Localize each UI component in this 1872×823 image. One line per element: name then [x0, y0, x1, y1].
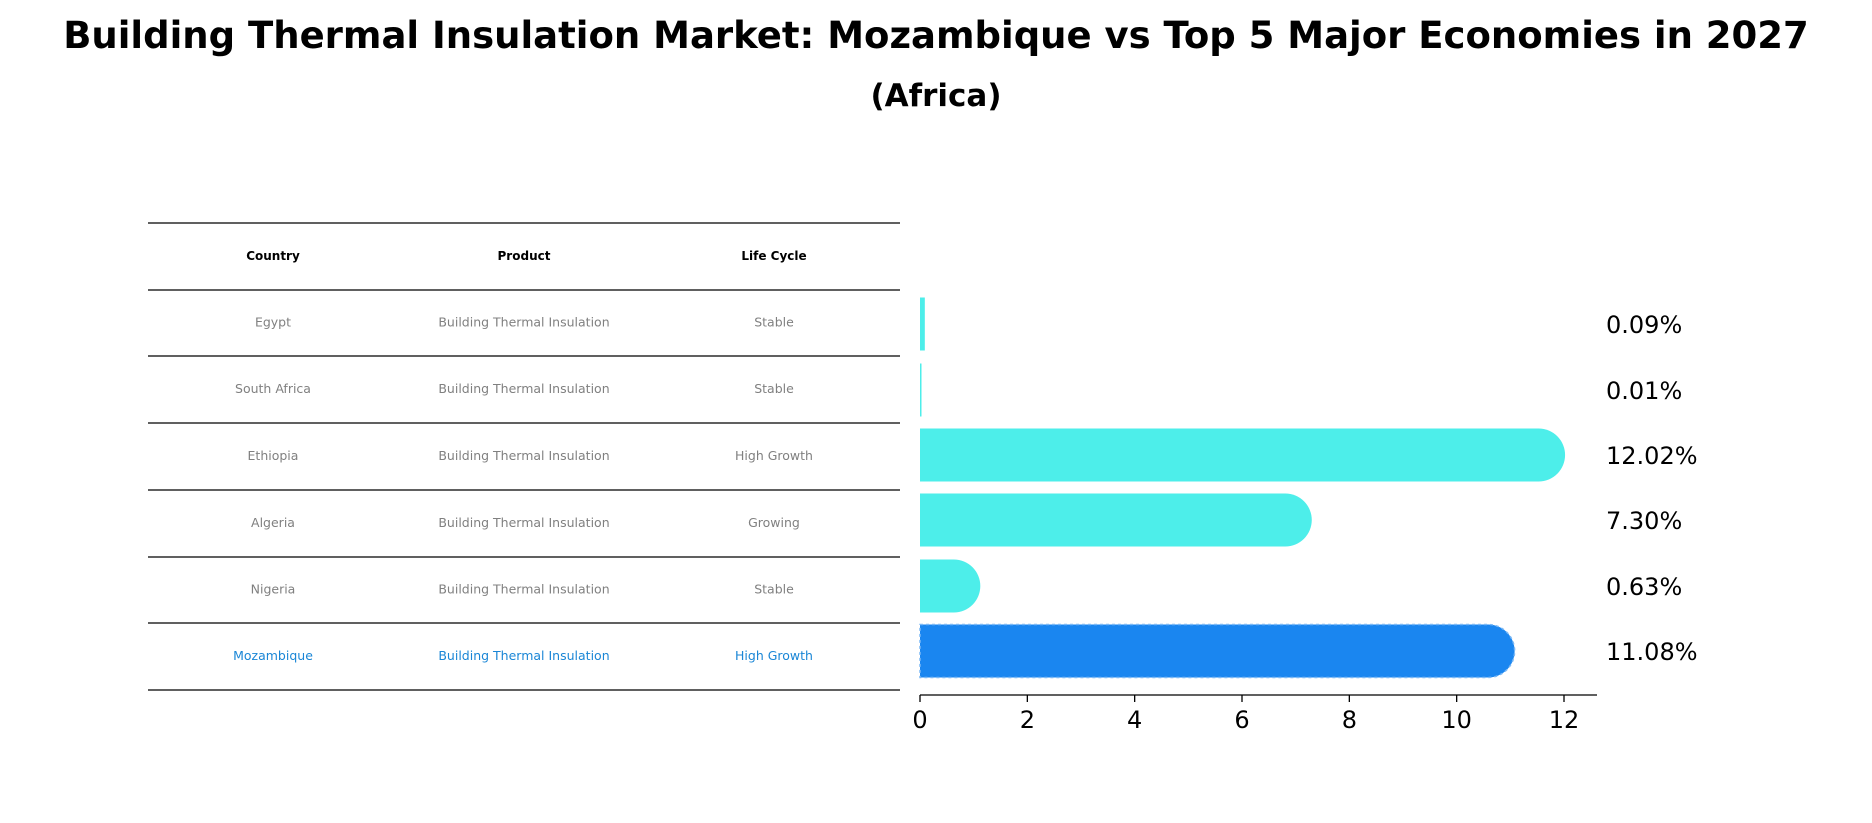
table-cell-life-cycle: Stable: [754, 582, 794, 597]
chart-subtitle: (Africa): [870, 78, 1002, 114]
table-cell-country: South Africa: [235, 381, 311, 396]
table-cell-product: Building Thermal Insulation: [438, 448, 609, 463]
data-table: Country Product Life Cycle Egypt Building Th…: [148, 222, 900, 691]
bar-south-africa: [920, 363, 922, 417]
bar-algeria: [920, 493, 1312, 547]
bar-value-label: 0.01%: [1606, 377, 1682, 405]
table-cell-life-cycle: High Growth: [735, 448, 813, 463]
x-tick-label: 0: [912, 706, 927, 734]
x-axis: 0 2 4 6 8 10 12: [912, 694, 1597, 734]
table-cell-product: Building Thermal Insulation: [438, 515, 609, 530]
table-row: Egypt Building Thermal Insulation Stable: [255, 315, 794, 330]
table-cell-life-cycle: Stable: [754, 381, 794, 396]
bar-egypt: [920, 297, 925, 351]
table-cell-country: Mozambique: [233, 648, 313, 663]
bar-plot: 0.09% 0.01% 12.02% 7.30% 0.63% 11.08%: [919, 297, 1698, 679]
x-tick-label: 4: [1127, 706, 1142, 734]
chart-title: Building Thermal Insulation Market: Moza…: [63, 14, 1809, 57]
table-cell-life-cycle: Stable: [754, 315, 794, 330]
x-tick-label: 10: [1441, 706, 1472, 734]
x-tick-label: 2: [1020, 706, 1035, 734]
bar-value-label: 12.02%: [1606, 442, 1698, 470]
table-header-country: Country: [246, 249, 300, 263]
table-cell-product: Building Thermal Insulation: [438, 315, 609, 330]
x-tick-label: 12: [1549, 706, 1580, 734]
table-row: South Africa Building Thermal Insulation S…: [235, 381, 794, 396]
bar-value-label: 0.09%: [1606, 311, 1682, 339]
table-header-life-cycle: Life Cycle: [741, 249, 806, 263]
table-row: Ethiopia Building Thermal Insulation High …: [248, 448, 813, 463]
bar-value-label: 0.63%: [1606, 573, 1682, 601]
table-cell-country: Ethiopia: [248, 448, 299, 463]
table-row: Mozambique Building Thermal Insulation Hig…: [233, 648, 813, 663]
table-cell-product: Building Thermal Insulation: [438, 381, 609, 396]
bar-value-label: 7.30%: [1606, 507, 1682, 535]
table-cell-product: Building Thermal Insulation: [438, 648, 609, 663]
table-cell-product: Building Thermal Insulation: [438, 582, 609, 597]
x-tick-label: 6: [1234, 706, 1249, 734]
bar-ethiopia: [920, 428, 1566, 482]
table-cell-life-cycle: Growing: [748, 515, 800, 530]
table-header-product: Product: [498, 249, 551, 263]
table-cell-life-cycle: High Growth: [735, 648, 813, 663]
table-cell-country: Nigeria: [251, 582, 296, 597]
bar-nigeria: [920, 559, 981, 613]
table-cell-country: Egypt: [255, 315, 291, 330]
table-row: Nigeria Building Thermal Insulation Stable: [251, 582, 794, 597]
table-row: Algeria Building Thermal Insulation Growin…: [251, 515, 800, 530]
bar-mozambique: [919, 623, 1516, 679]
bar-value-label: 11.08%: [1606, 638, 1698, 666]
table-cell-country: Algeria: [251, 515, 295, 530]
x-tick-label: 8: [1342, 706, 1357, 734]
